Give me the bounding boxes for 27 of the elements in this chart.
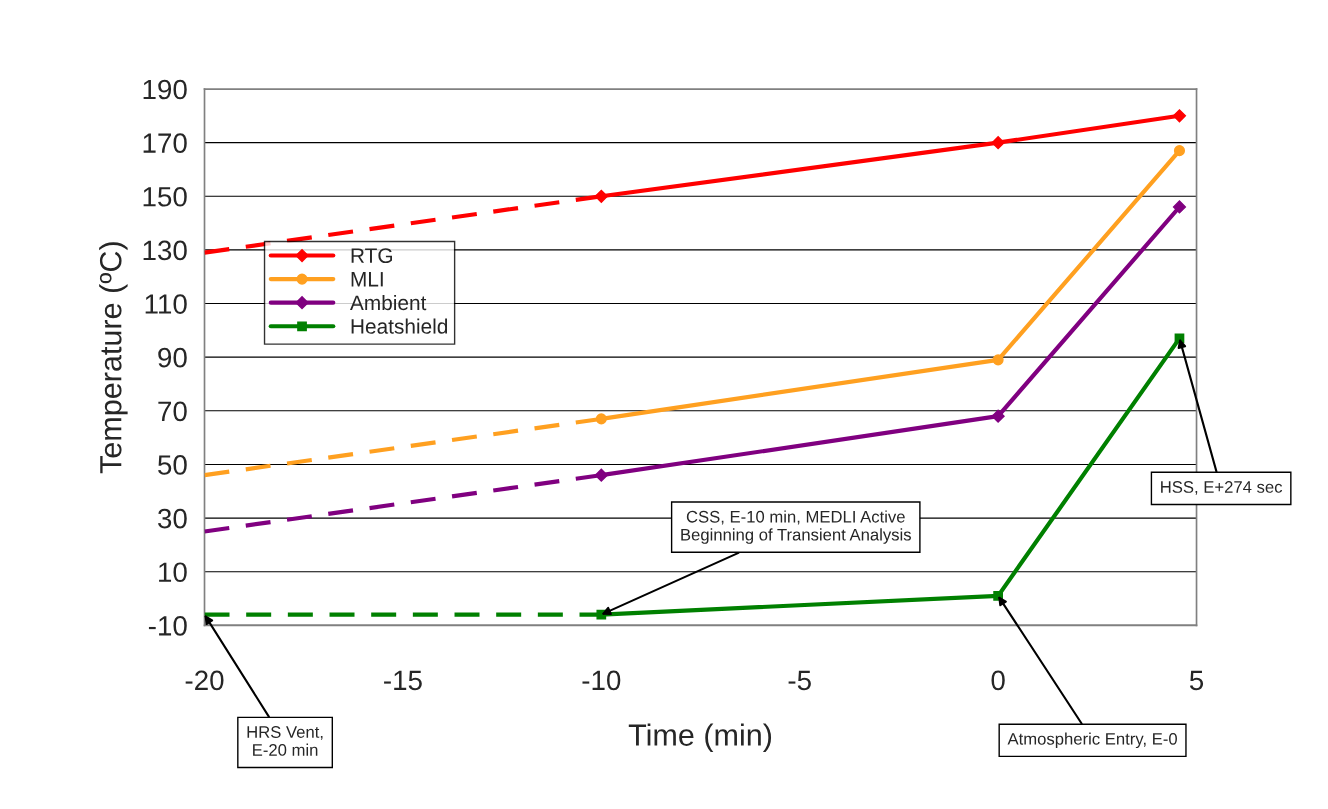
- x-tick-label: -10: [582, 670, 621, 691]
- annotation: Atmospheric Entry, E-0: [1007, 732, 1177, 749]
- x-tick-label: 0: [991, 670, 1005, 691]
- y-tick-label: 90: [158, 347, 187, 368]
- annotation: HSS, E+274 sec: [1161, 481, 1283, 495]
- y-tick-label: 10: [159, 562, 187, 583]
- x-tick-label: -5: [788, 670, 811, 691]
- legend-label: Ambient: [349, 294, 427, 311]
- y-tick-label: 50: [158, 455, 187, 475]
- y-axis-title: Temperature (ºC): [99, 242, 128, 474]
- y-tick-label: 30: [158, 508, 187, 529]
- x-axis-title: Time (min): [628, 723, 772, 752]
- y-tick-label: 190: [143, 79, 187, 100]
- legend-label: MLI: [351, 272, 383, 287]
- y-tick-label: 150: [143, 186, 187, 207]
- y-tick-label: 130: [143, 240, 187, 261]
- x-tick-label: 5: [1189, 670, 1204, 691]
- y-tick-label: -10: [148, 616, 187, 636]
- x-tick-label: -20: [185, 670, 224, 691]
- legend-label: RTG: [351, 248, 392, 264]
- annotation: CSS, E-10 min, MEDLI Active Beginning of Transient Analysis: [681, 510, 911, 544]
- annotation: HRS Vent, E-20 min: [247, 726, 323, 756]
- y-tick-label: 110: [145, 294, 187, 314]
- y-tick-label: 70: [158, 401, 187, 422]
- y-tick-label: 170: [143, 133, 187, 153]
- x-tick-label: -15: [384, 670, 422, 691]
- legend-label: Heatshield: [351, 318, 448, 334]
